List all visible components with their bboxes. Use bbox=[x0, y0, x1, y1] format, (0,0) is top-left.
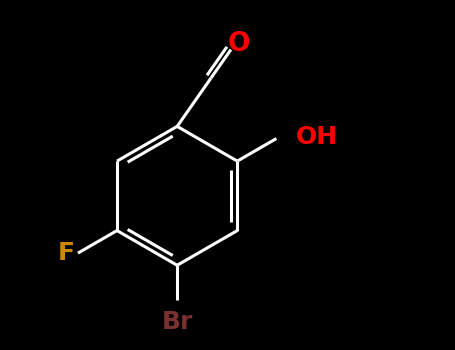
Text: O: O bbox=[228, 32, 250, 57]
Text: OH: OH bbox=[295, 125, 338, 149]
Text: F: F bbox=[57, 241, 75, 265]
Text: Br: Br bbox=[162, 310, 193, 334]
